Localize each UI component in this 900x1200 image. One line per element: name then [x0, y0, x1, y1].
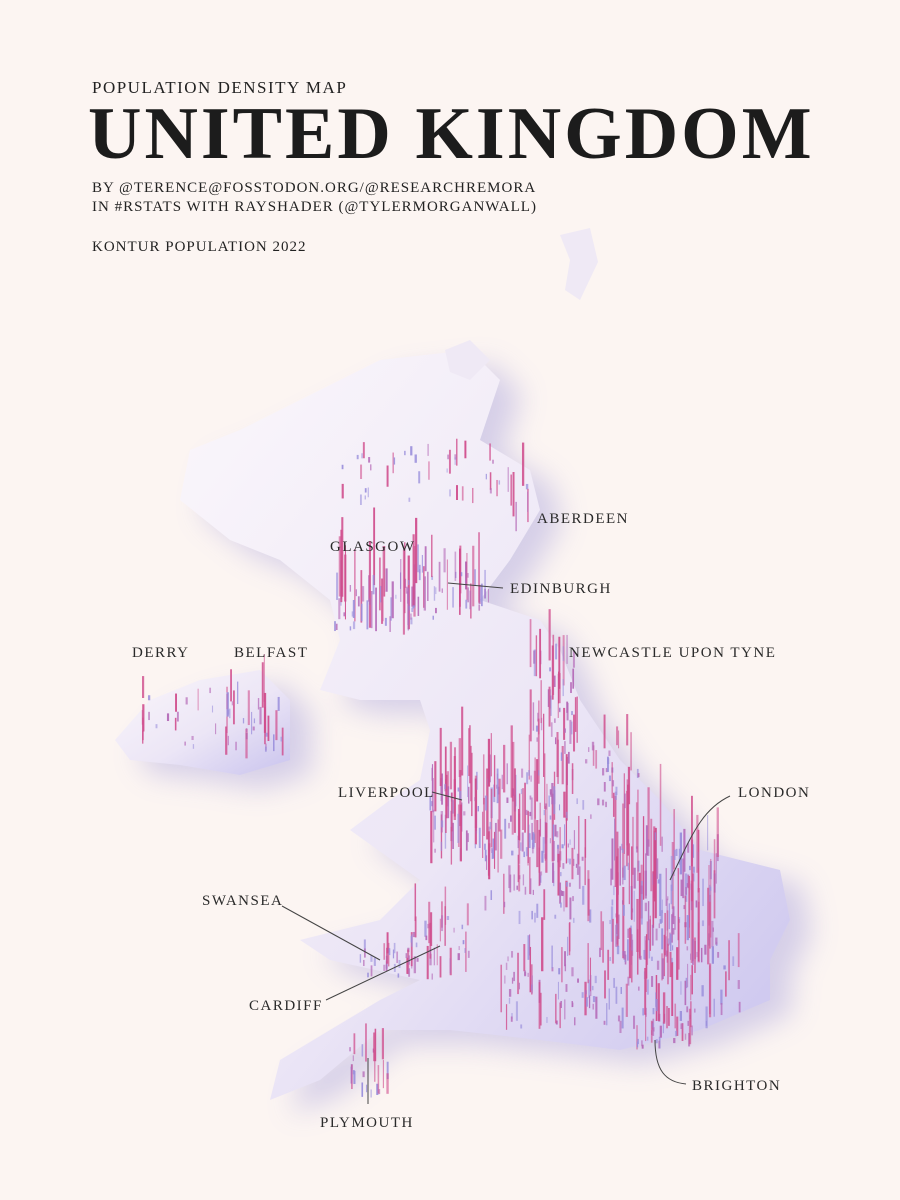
kicker: POPULATION DENSITY MAP	[92, 78, 347, 97]
orkney	[445, 340, 490, 380]
city-labels: ABERDEEN GLASGOW EDINBURGH DERRY BELFAST…	[132, 511, 810, 1131]
city-label: LONDON	[738, 785, 810, 801]
title: UNITED KINGDOM	[88, 93, 815, 175]
density-spikes	[141, 438, 741, 1098]
city-label: PLYMOUTH	[320, 1115, 414, 1131]
leader-lines	[281, 582, 731, 1104]
city-label: BELFAST	[234, 645, 308, 661]
city-label: DERRY	[132, 645, 190, 661]
source: KONTUR POPULATION 2022	[92, 239, 307, 255]
city-label: BRIGHTON	[692, 1078, 781, 1094]
city-label: CARDIFF	[249, 998, 323, 1014]
city-label: ABERDEEN	[537, 511, 629, 527]
city-label: SWANSEA	[202, 893, 283, 909]
credit: IN #RSTATS WITH RAYSHADER (@TYLERMORGANW…	[92, 199, 537, 215]
city-label: GLASGOW	[330, 539, 416, 555]
city-label: EDINBURGH	[510, 581, 612, 597]
map	[115, 228, 812, 1114]
credit: BY @TERENCE@FOSSTODON.ORG/@RESEARCHREMOR…	[92, 180, 536, 196]
city-label: NEWCASTLE UPON TYNE	[569, 645, 776, 661]
city-label: LIVERPOOL	[338, 785, 435, 801]
shetland	[560, 228, 598, 300]
